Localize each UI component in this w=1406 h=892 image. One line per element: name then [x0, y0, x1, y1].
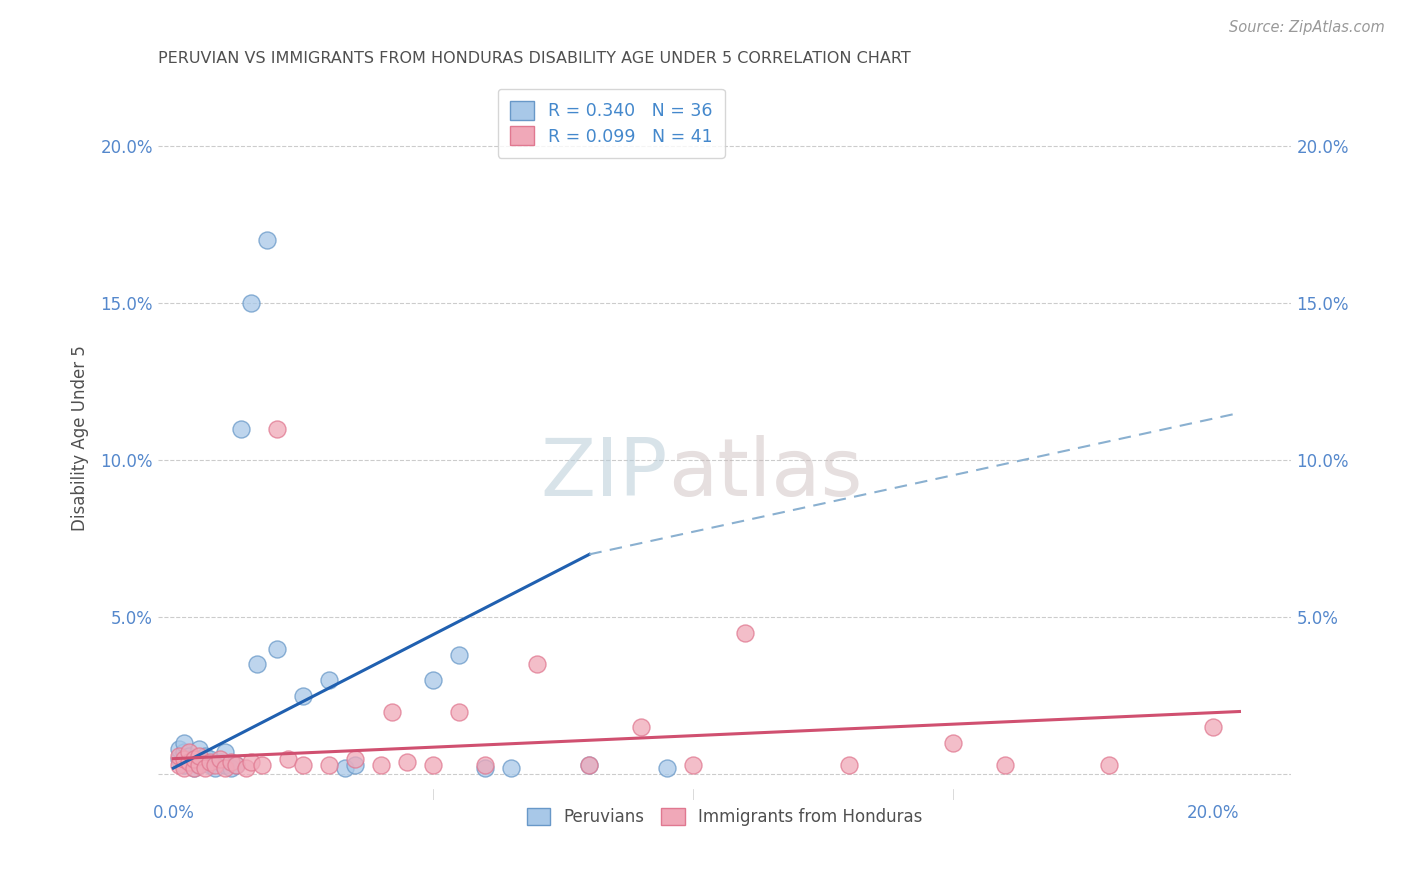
Point	[318, 673, 340, 687]
Y-axis label: Disability Age Under 5: Disability Age Under 5	[72, 345, 89, 531]
Point	[209, 752, 232, 766]
Point	[198, 752, 221, 766]
Point	[188, 758, 211, 772]
Point	[225, 758, 247, 772]
Point	[229, 422, 252, 436]
Point	[245, 657, 267, 672]
Point	[449, 705, 471, 719]
Point	[942, 736, 965, 750]
Point	[183, 752, 205, 766]
Point	[188, 748, 211, 763]
Point	[193, 761, 215, 775]
Point	[578, 758, 600, 772]
Point	[266, 641, 288, 656]
Point	[277, 752, 299, 766]
Point	[240, 296, 263, 310]
Point	[183, 761, 205, 775]
Point	[449, 648, 471, 662]
Point	[173, 761, 195, 775]
Point	[193, 748, 215, 763]
Point	[370, 758, 392, 772]
Point	[214, 761, 236, 775]
Point	[204, 761, 226, 775]
Point	[250, 758, 273, 772]
Point	[422, 758, 444, 772]
Point	[578, 758, 600, 772]
Point	[474, 761, 496, 775]
Point	[219, 761, 242, 775]
Point	[173, 752, 195, 766]
Point	[177, 748, 200, 763]
Text: PERUVIAN VS IMMIGRANTS FROM HONDURAS DISABILITY AGE UNDER 5 CORRELATION CHART: PERUVIAN VS IMMIGRANTS FROM HONDURAS DIS…	[157, 51, 911, 66]
Point	[994, 758, 1017, 772]
Point	[188, 758, 211, 772]
Point	[526, 657, 548, 672]
Point	[198, 755, 221, 769]
Point	[318, 758, 340, 772]
Point	[474, 758, 496, 772]
Point	[183, 752, 205, 766]
Point	[1202, 720, 1225, 734]
Point	[501, 761, 523, 775]
Point	[167, 752, 190, 766]
Point	[173, 736, 195, 750]
Point	[838, 758, 860, 772]
Point	[167, 748, 190, 763]
Point	[422, 673, 444, 687]
Legend: Peruvians, Immigrants from Honduras: Peruvians, Immigrants from Honduras	[519, 800, 931, 835]
Point	[219, 755, 242, 769]
Point	[344, 758, 367, 772]
Point	[204, 758, 226, 772]
Point	[734, 626, 756, 640]
Point	[256, 233, 278, 247]
Point	[235, 761, 257, 775]
Point	[266, 422, 288, 436]
Point	[198, 758, 221, 772]
Point	[193, 755, 215, 769]
Point	[225, 758, 247, 772]
Point	[333, 761, 356, 775]
Point	[214, 758, 236, 772]
Point	[1098, 758, 1121, 772]
Text: atlas: atlas	[668, 435, 862, 513]
Point	[177, 745, 200, 759]
Text: Source: ZipAtlas.com: Source: ZipAtlas.com	[1229, 20, 1385, 35]
Point	[630, 720, 652, 734]
Point	[188, 742, 211, 756]
Point	[682, 758, 704, 772]
Point	[292, 758, 315, 772]
Point	[183, 761, 205, 775]
Point	[214, 745, 236, 759]
Point	[209, 755, 232, 769]
Point	[177, 755, 200, 769]
Point	[167, 758, 190, 772]
Point	[240, 755, 263, 769]
Point	[177, 755, 200, 769]
Point	[657, 761, 679, 775]
Point	[292, 689, 315, 703]
Point	[381, 705, 404, 719]
Point	[167, 742, 190, 756]
Text: ZIP: ZIP	[540, 435, 668, 513]
Point	[173, 745, 195, 759]
Point	[173, 758, 195, 772]
Point	[396, 755, 419, 769]
Point	[344, 752, 367, 766]
